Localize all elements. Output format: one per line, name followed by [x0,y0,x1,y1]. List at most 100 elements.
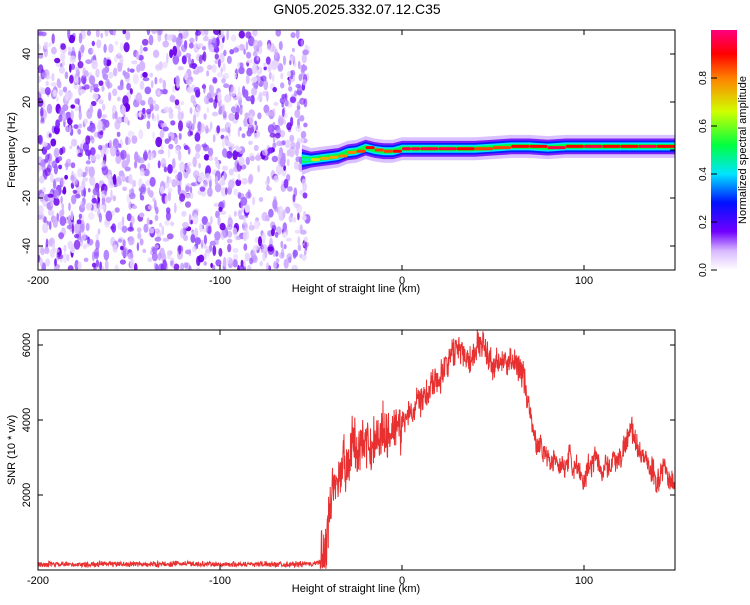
noise-blob [40,248,45,256]
noise-blob [216,72,224,78]
noise-blob [53,197,60,206]
noise-blob [297,236,301,246]
noise-blob [77,76,81,86]
noise-blob [272,142,277,149]
noise-blob [141,38,149,46]
noise-blob [220,128,227,133]
noise-blob [260,75,267,82]
noise-blob [111,210,115,217]
noise-blob [202,51,207,62]
noise-blob [172,45,178,57]
noise-blob [121,105,126,116]
noise-blob [222,63,226,72]
noise-blob [83,118,88,125]
noise-blob [185,53,192,58]
noise-blob [52,242,56,252]
noise-blob [203,35,209,42]
noise-blob [162,79,166,91]
noise-blob [165,211,171,221]
noise-blob [219,222,226,231]
noise-blob [264,180,269,185]
noise-blob [163,106,170,113]
noise-blob [62,104,69,112]
noise-blob [157,90,162,95]
noise-blob [215,259,222,267]
noise-blob [100,149,105,158]
noise-blob [181,55,187,65]
noise-blob [50,172,54,183]
noise-blob [301,178,306,187]
noise-blob [244,252,250,262]
noise-blob [263,66,267,71]
noise-blob [91,197,97,204]
noise-blob [138,157,145,164]
noise-blob [121,225,128,233]
noise-blob [95,30,100,38]
noise-blob [150,80,154,89]
noise-blob [128,236,135,246]
noise-blob [243,243,248,251]
noise-blob [203,261,207,266]
noise-blob [222,137,225,149]
noise-blob [85,222,90,232]
noise-blob [128,188,135,195]
noise-blob [259,260,263,267]
noise-blob [186,86,193,94]
noise-blob [167,250,172,260]
noise-blob [267,124,275,134]
noise-blob [114,40,119,46]
noise-blob [107,81,110,90]
noise-blob [108,92,112,102]
noise-blob [191,123,195,131]
ridge-segment [365,146,375,150]
snr-frame [37,329,676,571]
noise-blob [231,143,235,150]
noise-blob [251,64,258,74]
noise-blob [203,154,210,161]
noise-blob [274,206,278,213]
noise-blob [113,30,117,36]
noise-blob [246,129,252,137]
noise-blob [295,30,300,39]
noise-blob [143,149,148,160]
noise-blob [154,76,158,85]
noise-blob [104,259,109,270]
noise-blob [223,83,230,89]
noise-blob [78,50,82,62]
noise-blob [218,179,226,186]
noise-blob [131,179,137,188]
noise-blob [41,213,45,222]
noise-blob [289,55,296,62]
noise-blob [251,82,259,87]
noise-blob [289,59,292,66]
noise-blob [189,191,194,200]
noise-blob [200,242,204,249]
noise-blob [235,145,240,152]
noise-blob [60,43,66,50]
noise-blob [303,122,308,128]
noise-blob [167,164,173,174]
noise-blob [117,238,123,243]
noise-blob [183,234,188,242]
noise-blob [65,125,69,132]
noise-blob [278,41,283,51]
noise-blob [286,149,290,157]
noise-blob [167,187,173,193]
noise-blob [178,245,182,255]
noise-blob [185,185,190,193]
noise-blob [190,219,193,225]
ridge [301,134,675,175]
noise-blob [64,71,69,80]
noise-blob [286,122,292,131]
colorbar-label: Normalized spectral amplitude [737,76,749,224]
noise-blob [258,91,263,101]
noise-blob [195,143,201,152]
noise-blob [159,185,165,194]
noise-blob [302,192,308,199]
noise-blob [170,260,174,266]
noise-blob [228,258,234,268]
noise-blob [66,254,70,262]
noise-blob [66,224,73,230]
noise-blob [217,58,221,68]
noise-blob [98,144,103,151]
